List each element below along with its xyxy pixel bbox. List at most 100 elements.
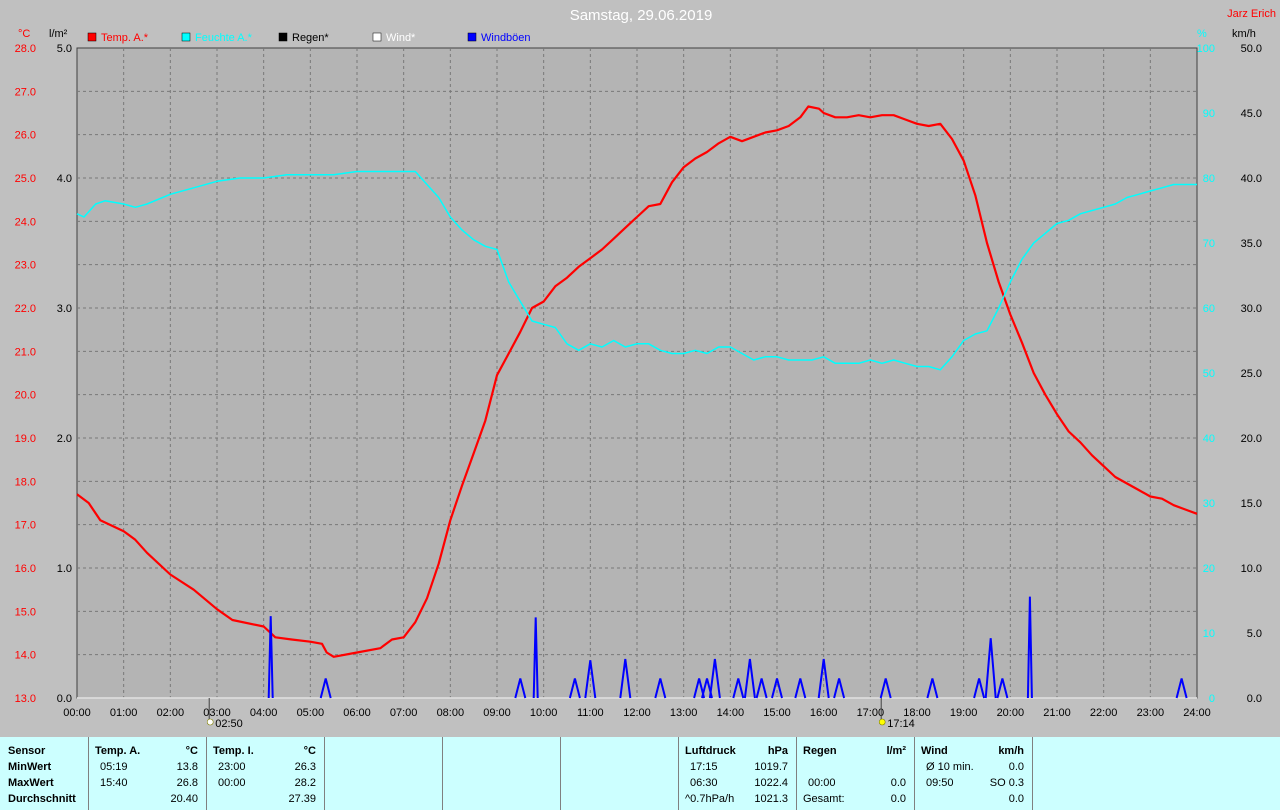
divider bbox=[796, 737, 797, 810]
gust-spike bbox=[755, 678, 768, 699]
x-tick-label: 18:00 bbox=[903, 707, 931, 719]
temp-i-max-time: 00:00 bbox=[218, 777, 246, 789]
legend-label-wind: Wind* bbox=[386, 32, 416, 44]
gust-spike bbox=[984, 638, 997, 699]
humidity-tick-label: 90 bbox=[1203, 108, 1215, 120]
rain-max-time: 00:00 bbox=[808, 777, 836, 789]
wind-tick-label: 20.0 bbox=[1241, 433, 1262, 445]
temp-tick-label: 20.0 bbox=[15, 390, 36, 402]
temperature-line bbox=[76, 105, 1198, 658]
x-tick-label: 12:00 bbox=[623, 707, 651, 719]
pressure-max: 1022.4 bbox=[754, 777, 788, 789]
wind-avg: 0.0 bbox=[1008, 793, 1024, 805]
humidity-tick-label: 0 bbox=[1209, 693, 1215, 705]
wind-tick-label: 50.0 bbox=[1241, 43, 1262, 55]
temp-tick-label: 21.0 bbox=[15, 346, 36, 358]
rain-max: 0.0 bbox=[890, 777, 906, 789]
x-tick-label: 14:00 bbox=[717, 707, 745, 719]
temp-a-max: 26.8 bbox=[176, 777, 198, 789]
x-tick-label: 17:00 bbox=[857, 707, 885, 719]
temp-a-avg: 20.40 bbox=[170, 793, 198, 805]
pressure-unit: hPa bbox=[767, 745, 788, 757]
gust-spike bbox=[267, 616, 274, 699]
x-tick-label: 04:00 bbox=[250, 707, 278, 719]
temp-tick-label: 25.0 bbox=[15, 173, 36, 185]
chart-title: Samstag, 29.06.2019 bbox=[570, 7, 713, 24]
wind-title: Wind bbox=[921, 745, 948, 757]
x-tick-label: 09:00 bbox=[483, 707, 511, 719]
divider bbox=[1032, 737, 1033, 810]
humidity-tick-label: 30 bbox=[1203, 498, 1215, 510]
gust-spike bbox=[654, 678, 667, 699]
divider bbox=[914, 737, 915, 810]
wind-tick-label: 5.0 bbox=[1247, 628, 1262, 640]
statistics-panel: Sensor MinWert MaxWert Durchschnitt Temp… bbox=[0, 737, 1280, 810]
humidity-tick-label: 40 bbox=[1203, 433, 1215, 445]
rain-tick-label: 3.0 bbox=[57, 303, 72, 315]
temp-tick-label: 24.0 bbox=[15, 216, 36, 228]
x-tick-label: 01:00 bbox=[110, 707, 138, 719]
sun-icon bbox=[206, 718, 214, 726]
legend-label-temp: Temp. A.* bbox=[101, 32, 149, 44]
wind-avg10-label: Ø 10 min. bbox=[926, 761, 974, 773]
pressure-title: Luftdruck bbox=[685, 745, 736, 757]
x-tick-label: 23:00 bbox=[1137, 707, 1165, 719]
temp-tick-label: 22.0 bbox=[15, 303, 36, 315]
divider bbox=[324, 737, 325, 810]
rain-tick-label: 0.0 bbox=[57, 693, 72, 705]
temp-a-unit: °C bbox=[185, 745, 198, 757]
legend-label-rain: Regen* bbox=[292, 32, 329, 44]
rain-title: Regen bbox=[803, 745, 837, 757]
wind-tick-label: 45.0 bbox=[1241, 108, 1262, 120]
x-tick-label: 03:00 bbox=[203, 707, 231, 719]
gust-spike bbox=[584, 660, 597, 699]
humidity-tick-label: 60 bbox=[1203, 303, 1215, 315]
gust-spike bbox=[833, 678, 846, 699]
gust-spike bbox=[817, 658, 830, 699]
temp-a-title: Temp. A. bbox=[95, 745, 141, 757]
wind-max-time: 09:50 bbox=[926, 777, 954, 789]
wind-tick-label: 15.0 bbox=[1241, 498, 1262, 510]
avg-row-label: Durchschnitt bbox=[8, 793, 76, 805]
rain-total-label: Gesamt: bbox=[803, 793, 845, 805]
rain-tick-label: 4.0 bbox=[57, 173, 72, 185]
temp-a-min: 13.8 bbox=[176, 761, 198, 773]
x-tick-label: 22:00 bbox=[1090, 707, 1118, 719]
x-tick-label: 07:00 bbox=[390, 707, 418, 719]
gust-spike bbox=[743, 658, 756, 699]
gust-spike bbox=[619, 658, 632, 699]
legend-swatch-temp bbox=[87, 32, 97, 42]
gust-spike bbox=[708, 658, 721, 699]
wind-tick-label: 30.0 bbox=[1241, 303, 1262, 315]
wind-unit-label: km/h bbox=[1232, 28, 1256, 40]
gust-spike bbox=[532, 617, 539, 699]
rain-tick-label: 1.0 bbox=[57, 563, 72, 575]
rain-tick-label: 5.0 bbox=[57, 43, 72, 55]
humidity-tick-label: 100 bbox=[1197, 43, 1215, 55]
gust-spike bbox=[514, 678, 527, 699]
x-tick-label: 20:00 bbox=[997, 707, 1025, 719]
gust-spike bbox=[1026, 596, 1033, 699]
x-tick-label: 13:00 bbox=[670, 707, 698, 719]
humidity-line bbox=[76, 170, 1197, 371]
temp-i-avg: 27.39 bbox=[288, 793, 316, 805]
min-row-label: MinWert bbox=[8, 761, 52, 773]
gust-spike bbox=[771, 678, 783, 699]
x-tick-label: 08:00 bbox=[437, 707, 465, 719]
wind-tick-label: 0.0 bbox=[1247, 693, 1262, 705]
pressure-avg: 1021.3 bbox=[754, 793, 788, 805]
temp-tick-label: 16.0 bbox=[15, 563, 36, 575]
divider bbox=[88, 737, 89, 810]
x-tick-label: 10:00 bbox=[530, 707, 558, 719]
x-tick-label: 24:00 bbox=[1183, 707, 1211, 719]
temp-tick-label: 28.0 bbox=[15, 43, 36, 55]
humidity-tick-label: 10 bbox=[1203, 628, 1215, 640]
wind-tick-label: 25.0 bbox=[1241, 368, 1262, 380]
gust-series bbox=[267, 596, 1188, 699]
x-tick-label: 11:00 bbox=[577, 707, 604, 719]
humidity-tick-label: 80 bbox=[1203, 173, 1215, 185]
pressure-min-time: 17:15 bbox=[690, 761, 718, 773]
temp-i-min: 26.3 bbox=[294, 761, 316, 773]
wind-tick-label: 40.0 bbox=[1241, 173, 1262, 185]
gust-spike bbox=[568, 678, 581, 699]
